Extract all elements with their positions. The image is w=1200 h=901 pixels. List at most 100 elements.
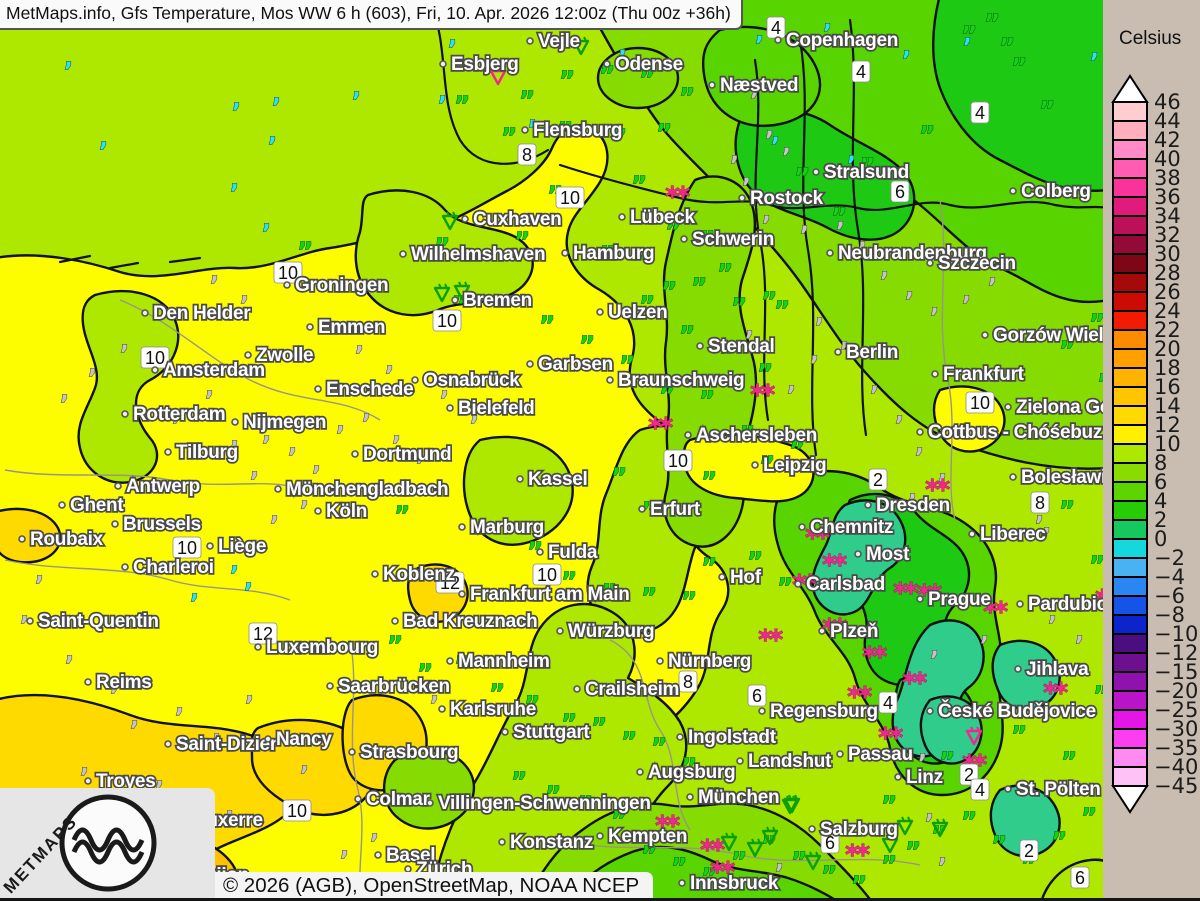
legend-cell (1112, 747, 1148, 768)
city-marker (58, 501, 66, 509)
contour-label: 4 (975, 780, 985, 800)
city-label: Reims (96, 672, 152, 693)
city-label: Colmar (366, 789, 431, 810)
city-marker (458, 523, 466, 531)
city-label: Saint-Quentin (38, 611, 159, 632)
city-label: Bremen (463, 290, 532, 311)
city-marker (84, 777, 92, 785)
city-label: Most (866, 544, 910, 565)
legend-cell (1112, 443, 1148, 464)
city-marker (808, 825, 816, 833)
city-marker (680, 235, 688, 243)
drizzle-symbol: , (230, 423, 239, 451)
drizzle-symbol: , (120, 327, 129, 355)
city-label: Zwolle (256, 345, 313, 366)
drizzle-symbol: , (288, 430, 297, 458)
city-label: Uelzen (608, 302, 667, 323)
city-marker (164, 740, 172, 748)
contour-label: 8 (683, 672, 693, 692)
city-label: Bielefeld (458, 398, 535, 419)
sleet-symbol: , (847, 138, 856, 166)
city-label: Odense (615, 54, 683, 75)
city-label: Schwerin (692, 229, 774, 250)
drizzle-symbol: , (80, 750, 89, 778)
shower-symbol-triangle (881, 837, 899, 854)
contour-label-chip (172, 536, 202, 559)
legend-cell (1112, 310, 1148, 331)
city-label: Cottbus - Chóśebuz (928, 422, 1102, 443)
city-marker (561, 249, 569, 257)
city-label: Mannheim (458, 651, 550, 672)
drizzle-symbol: , (88, 351, 97, 379)
drizzle-symbol: , (730, 138, 739, 166)
city-label: Berlin (846, 342, 898, 363)
legend-cell (1112, 633, 1148, 654)
rain-symbol: ,, (992, 818, 1005, 846)
city-marker (451, 296, 459, 304)
city-label: Saarbrücken (338, 676, 450, 697)
city-label: Konstanz (510, 832, 593, 853)
drizzle-symbol: , (765, 113, 774, 141)
rain-symbol: ,, (940, 734, 953, 762)
city-marker (121, 563, 129, 571)
sleet-symbol: , (262, 206, 271, 234)
shower-symbol (433, 283, 451, 303)
drizzle-symbol: , (300, 748, 309, 776)
city-marker (121, 410, 129, 418)
legend-boundary-label: 46 (1154, 90, 1181, 114)
city-label: Braunschweig (618, 370, 744, 391)
city-label: Chemnitz (810, 517, 893, 538)
contour-label-chip (970, 101, 990, 124)
city-marker (254, 643, 262, 651)
legend-cell (1112, 405, 1148, 426)
shower-symbol-drops (766, 826, 776, 831)
contour-label: 10 (437, 311, 457, 331)
shower-symbol (453, 281, 471, 301)
legend-boundary-label: 26 (1154, 280, 1181, 304)
city-label: Luxembourg (266, 637, 378, 658)
drizzle-symbol: , (250, 454, 259, 482)
city-marker (231, 418, 239, 426)
legend-cell (1112, 253, 1148, 274)
legend-boundary-label: −15 (1154, 660, 1198, 684)
city-label: Dortmund (363, 444, 451, 465)
city-label: Koblenz (383, 564, 455, 585)
city-label: Aschersleben (696, 425, 817, 446)
city-label: Liberec (980, 524, 1046, 545)
contour-line-b (798, 38, 818, 457)
city-label: Fulda (548, 542, 598, 563)
legend-cell (1112, 367, 1148, 388)
contour-label-chip (747, 684, 767, 707)
city-label: Wilhelmshaven (411, 244, 545, 265)
city-marker (573, 685, 581, 693)
contour-label-chip (970, 778, 990, 801)
contour-label: 10 (287, 801, 307, 821)
drizzle-symbol: , (1075, 618, 1084, 646)
drizzle-symbol: , (35, 558, 44, 586)
legend-cell (1112, 215, 1148, 236)
rain-symbol: ,, (1040, 83, 1053, 111)
rain-symbol: ,, (792, 834, 805, 862)
city-label: Antwerp (126, 476, 200, 497)
city-label: Amsterdam (163, 360, 265, 381)
contour-label-chip (1019, 839, 1039, 862)
drizzle-symbol: , (65, 638, 74, 666)
rain-symbol: ,, (455, 78, 468, 106)
region-8-10-nl (77, 290, 180, 484)
sleet-symbol: , (755, 18, 764, 46)
country-border (939, 199, 956, 521)
drizzle-symbol: , (1042, 510, 1051, 538)
contour-label-chip (248, 622, 278, 645)
city-label: Carlsbad (806, 574, 885, 595)
legend-boundary-label: 4 (1154, 489, 1167, 513)
drizzle-symbol: , (980, 618, 989, 646)
coastline-baltic (558, 163, 1103, 212)
city-label: Saint-Dizier (176, 734, 278, 755)
drizzle-symbol: , (810, 338, 819, 366)
contour-label-chip (532, 563, 562, 586)
legend-boundary-label: −12 (1154, 641, 1198, 665)
contour-label-chip (432, 309, 462, 332)
city-label: Vejle (538, 31, 580, 52)
city-marker (864, 501, 872, 509)
city-marker (26, 617, 34, 625)
